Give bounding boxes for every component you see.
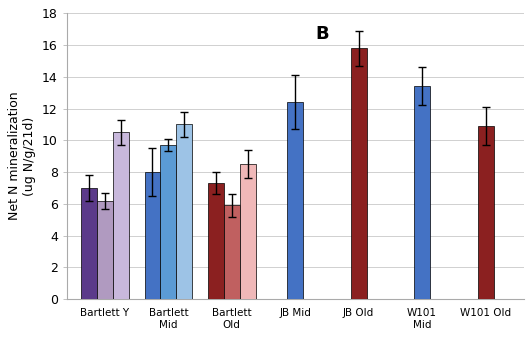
Bar xyxy=(160,145,176,299)
Text: B: B xyxy=(316,25,329,43)
Bar xyxy=(176,124,192,299)
Bar xyxy=(81,188,97,299)
Bar xyxy=(113,132,129,299)
Bar xyxy=(414,86,430,299)
Bar xyxy=(240,164,255,299)
Y-axis label: Net N mineralization
(ug N/g/21d): Net N mineralization (ug N/g/21d) xyxy=(9,92,36,220)
Bar xyxy=(208,183,224,299)
Bar xyxy=(224,206,240,299)
Bar xyxy=(478,126,494,299)
Bar xyxy=(351,48,367,299)
Bar xyxy=(287,102,303,299)
Bar xyxy=(97,201,113,299)
Bar xyxy=(145,172,160,299)
